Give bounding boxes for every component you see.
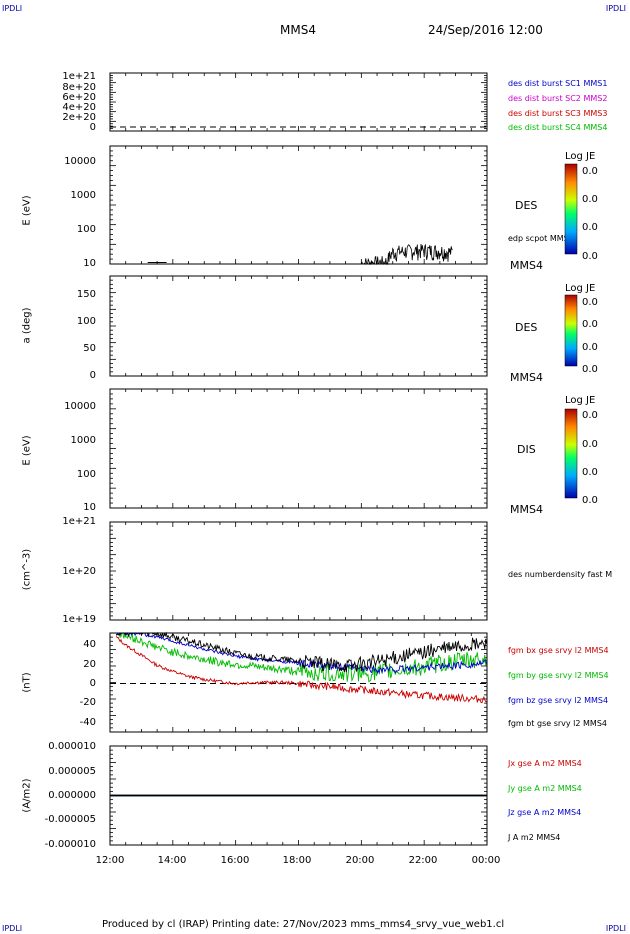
xtick: 18:00: [282, 855, 312, 866]
ytick: 10000: [64, 156, 96, 167]
colorbar-tick: 0.0: [582, 319, 598, 330]
fgm-bx-line: [115, 636, 487, 704]
colorbar-title: Log JE: [565, 283, 596, 294]
colorbar-title: Log JE: [565, 151, 596, 162]
corner-label-top-right: IPDLI: [605, 4, 626, 13]
panel-density-frame: [109, 521, 488, 621]
ytick: 150: [76, 289, 96, 300]
colorbar-tick: 0.0: [582, 222, 598, 233]
colorbar-3: [564, 408, 578, 499]
legend-des-density: des numberdensity fast M: [508, 570, 613, 579]
instrument-label-des: DES: [515, 199, 538, 212]
colorbar-title: Log JE: [565, 395, 596, 406]
ytick: 0: [89, 370, 96, 381]
colorbar-tick: 0.0: [582, 251, 598, 262]
ytick: 10000: [64, 401, 96, 412]
xtick: 12:00: [95, 855, 125, 866]
legend-fgm-bz: fgm bz gse srvy l2 MMS4: [508, 696, 609, 705]
spacecraft-label: MMS4: [510, 259, 543, 272]
ytick: -40: [79, 717, 96, 728]
ytick: 100: [76, 469, 96, 480]
legend-fgm-bx: fgm bx gse srvy l2 MMS4: [508, 646, 609, 655]
ytick: 1e+19: [62, 614, 96, 625]
scpot-trace: [360, 243, 453, 266]
ytick: 4e+20: [62, 102, 96, 113]
panel-des-energy-frame: [109, 145, 488, 265]
spacecraft-label: MMS4: [510, 503, 543, 516]
ytick: 20: [83, 659, 96, 670]
xtick: 20:00: [345, 855, 375, 866]
colorbar-tick: 0.0: [582, 166, 598, 177]
ytick: 1000: [70, 435, 96, 446]
legend-fgm-by: fgm by gse srvy l2 MMS4: [508, 671, 609, 680]
legend-des-dist-mms2: des dist burst SC2 MMS2: [508, 94, 608, 103]
legend-jx: Jx gse A m2 MMS4: [508, 759, 582, 768]
colorbar-tick: 0.0: [582, 342, 598, 353]
colorbar-tick: 0.0: [582, 467, 598, 478]
header-date-time: 24/Sep/2016 12:00: [428, 23, 543, 37]
ytick: -20: [79, 697, 96, 708]
legend-jy: Jy gse A m2 MMS4: [508, 784, 582, 793]
footer-credits: Produced by cl (IRAP) Printing date: 27/…: [102, 919, 505, 930]
legend-des-dist-mms3: des dist burst SC3 MMS3: [508, 109, 608, 118]
ytick: 1e+21: [62, 71, 96, 82]
ytick: 100: [76, 316, 96, 327]
header-spacecraft: MMS4: [280, 23, 316, 37]
legend-des-dist-mms4: des dist burst SC4 MMS4: [508, 123, 608, 132]
ytick: 1e+20: [62, 566, 96, 577]
colorbar-2: [564, 294, 578, 367]
legend-edp-scpot: edp scpot MMS4: [508, 234, 574, 243]
ytick: 40: [83, 639, 96, 650]
legend-des-dist-mms1: des dist burst SC1 MMS1: [508, 79, 608, 88]
ytick: 0.000005: [48, 766, 96, 777]
corner-label-bottom-left: IPDLI: [2, 924, 23, 933]
xtick: 22:00: [408, 855, 438, 866]
fgm-bt-line: [115, 631, 488, 673]
xtick: 14:00: [157, 855, 187, 866]
ytick: 0: [89, 122, 96, 133]
ytick: -0.000010: [44, 839, 96, 850]
ytick: 100: [76, 224, 96, 235]
colorbar-1: [564, 163, 578, 255]
instrument-label-dis: DIS: [517, 443, 536, 456]
colorbar-tick: 0.0: [582, 297, 598, 308]
instrument-label-des: DES: [515, 321, 538, 334]
colorbar-tick: 0.0: [582, 495, 598, 506]
legend-j: J A m2 MMS4: [508, 833, 561, 842]
colorbar-tick: 0.0: [582, 194, 598, 205]
ytick: 0.000010: [48, 741, 96, 752]
colorbar-tick: 0.0: [582, 410, 598, 421]
panel-des-dist-burst-frame: [109, 72, 488, 132]
ytick: 0: [89, 678, 96, 689]
ytick: 0.000000: [48, 790, 96, 801]
ytick: 10: [83, 258, 96, 269]
corner-label-top-left: IPDLI: [2, 4, 23, 13]
legend-fgm-bt: fgm bt gse srvy l2 MMS4: [508, 719, 607, 728]
ytick: -0.000005: [44, 814, 96, 825]
ytick: 8e+20: [62, 82, 96, 93]
panel-dis-energy-frame: [109, 388, 488, 509]
panel-des-pitch-frame: [109, 275, 488, 377]
colorbar-tick: 0.0: [582, 364, 598, 375]
colorbar-tick: 0.0: [582, 439, 598, 450]
xtick: 00:00: [471, 855, 501, 866]
ytick: 1e+21: [62, 516, 96, 527]
ytick: 50: [83, 343, 96, 354]
ytick: 1000: [70, 190, 96, 201]
spacecraft-label: MMS4: [510, 371, 543, 384]
ytick: 2e+20: [62, 112, 96, 123]
xtick: 16:00: [220, 855, 250, 866]
corner-label-bottom-right: IPDLI: [605, 924, 626, 933]
legend-jz: Jz gse A m2 MMS4: [508, 808, 582, 817]
ytick: 10: [83, 502, 96, 513]
ytick: 6e+20: [62, 92, 96, 103]
fgm-by-line: [115, 632, 488, 683]
